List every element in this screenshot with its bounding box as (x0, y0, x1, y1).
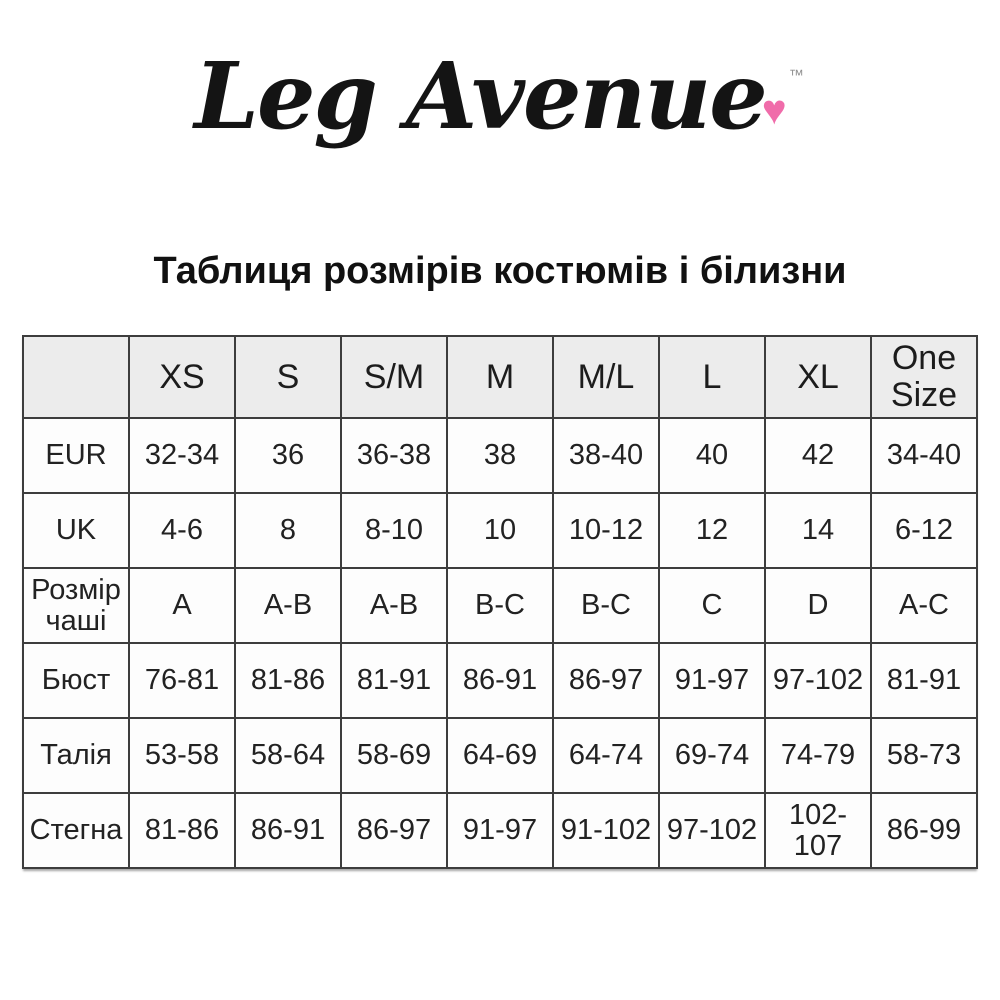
size-cell: 74-79 (764, 717, 872, 794)
trademark-symbol: ™ (788, 67, 804, 84)
size-cell: A (128, 567, 236, 644)
size-table-header: XS S S/M M M/L L XL One Size (22, 335, 978, 419)
table-row: Талія 53-58 58-64 58-69 64-69 64-74 69-74 74-79… (22, 717, 978, 794)
size-column-header: One Size (870, 335, 978, 419)
size-cell: 12 (658, 492, 766, 569)
size-cell: A-B (234, 567, 342, 644)
table-row: UK 4-6 8 8-10 10 10-12 12 14 6-12 (22, 492, 978, 569)
size-cell: 36-38 (340, 417, 448, 494)
size-cell: 86-97 (552, 642, 660, 719)
row-label: Стегна (22, 792, 130, 869)
size-cell: C (658, 567, 766, 644)
size-cell: 81-91 (340, 642, 448, 719)
size-column-header: L (658, 335, 766, 419)
size-cell: 10 (446, 492, 554, 569)
size-column-header: M (446, 335, 554, 419)
row-label: UK (22, 492, 130, 569)
size-cell: 32-34 (128, 417, 236, 494)
row-label: Талія (22, 717, 130, 794)
size-cell: 58-64 (234, 717, 342, 794)
size-cell: 91-97 (446, 792, 554, 869)
size-cell: 14 (764, 492, 872, 569)
size-column-header: XS (128, 335, 236, 419)
size-cell: 8-10 (340, 492, 448, 569)
size-cell: 76-81 (128, 642, 236, 719)
row-label: Бюст (22, 642, 130, 719)
table-row: Розмір чаші A A-B A-B B-C B-C C D A-C (22, 567, 978, 644)
size-cell: 81-91 (870, 642, 978, 719)
size-cell: A-B (340, 567, 448, 644)
size-column-header: S/M (340, 335, 448, 419)
size-cell: 86-91 (234, 792, 342, 869)
size-cell: 38-40 (552, 417, 660, 494)
size-cell: 8 (234, 492, 342, 569)
size-table: XS S S/M M M/L L XL One Size EUR 32-34 36 36-38 38 3… (22, 335, 978, 869)
size-cell: 4-6 (128, 492, 236, 569)
size-cell: 97-102 (658, 792, 766, 869)
size-column-header: S (234, 335, 342, 419)
size-cell: 69-74 (658, 717, 766, 794)
heart-icon: ♥ (761, 86, 787, 133)
size-cell: B-C (552, 567, 660, 644)
brand-logo: Leg Avenue♥™ (0, 42, 1000, 192)
size-cell: D (764, 567, 872, 644)
size-cell: 58-73 (870, 717, 978, 794)
size-column-header: XL (764, 335, 872, 419)
size-cell: 81-86 (128, 792, 236, 869)
size-cell: 86-97 (340, 792, 448, 869)
corner-cell (22, 335, 130, 419)
size-cell: 86-99 (870, 792, 978, 869)
brand-logo-text: Leg Avenue (194, 42, 768, 150)
row-label: Розмір чаші (22, 567, 130, 644)
size-cell: 34-40 (870, 417, 978, 494)
size-cell: B-C (446, 567, 554, 644)
size-cell: 91-102 (552, 792, 660, 869)
page-title: Таблиця розмірів костюмів і білизни (153, 250, 847, 292)
size-cell: 10-12 (552, 492, 660, 569)
size-cell: 42 (764, 417, 872, 494)
table-row: Бюст 76-81 81-86 81-91 86-91 86-97 91-97 97-102… (22, 642, 978, 719)
size-cell: 6-12 (870, 492, 978, 569)
size-cell: 64-74 (552, 717, 660, 794)
size-cell: 91-97 (658, 642, 766, 719)
table-row: Стегна 81-86 86-91 86-97 91-97 91-102 97-102 10… (22, 792, 978, 869)
table-row: EUR 32-34 36 36-38 38 38-40 40 42 34-40 (22, 417, 978, 494)
size-cell: 58-69 (340, 717, 448, 794)
size-cell: 102-107 (764, 792, 872, 869)
size-table-body: EUR 32-34 36 36-38 38 38-40 40 42 34-40 UK 4-6 8 8-1… (22, 417, 978, 869)
size-cell: 40 (658, 417, 766, 494)
size-cell: A-C (870, 567, 978, 644)
size-cell: 64-69 (446, 717, 554, 794)
size-cell: 97-102 (764, 642, 872, 719)
header-row: XS S S/M M M/L L XL One Size (22, 335, 978, 419)
size-cell: 81-86 (234, 642, 342, 719)
size-cell: 38 (446, 417, 554, 494)
size-cell: 86-91 (446, 642, 554, 719)
row-label: EUR (22, 417, 130, 494)
size-cell: 53-58 (128, 717, 236, 794)
size-column-header: M/L (552, 335, 660, 419)
size-cell: 36 (234, 417, 342, 494)
